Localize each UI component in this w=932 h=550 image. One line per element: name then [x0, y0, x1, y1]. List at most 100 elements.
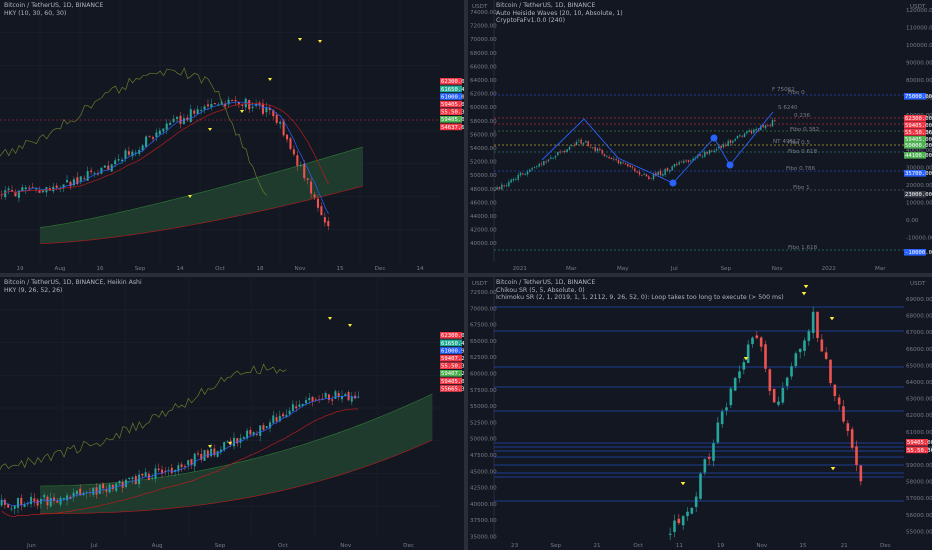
candle: [305, 400, 307, 404]
candle: [261, 103, 264, 114]
candle: [833, 384, 837, 396]
candle: [275, 417, 278, 422]
candle: [729, 388, 733, 406]
symbol-title[interactable]: Bitcoin / TetherUS, 1D, BINANCE, Heikin …: [4, 279, 142, 286]
candle: [855, 446, 858, 465]
candle: [718, 146, 720, 149]
candle: [790, 366, 793, 377]
left-axis-tick: 55000.00: [470, 404, 497, 410]
indicator-label[interactable]: Chikou SR (5, 5, Absolute, 0): [496, 286, 585, 294]
candle: [182, 118, 185, 124]
candle: [183, 466, 186, 467]
candle: [664, 168, 666, 175]
candle: [117, 159, 120, 161]
candle: [95, 487, 98, 495]
candle: [733, 377, 737, 391]
chart-canvas[interactable]: USDT74000.0072000.0070000.0068000.006600…: [468, 0, 932, 273]
symbol-title[interactable]: Bitcoin / TetherUS, 1D, BINANCE: [4, 2, 104, 9]
indicator-label[interactable]: CryptoFaFv1.0.0 (240): [496, 17, 566, 25]
candle: [157, 468, 160, 471]
candle: [655, 172, 657, 176]
candle: [298, 404, 301, 407]
candle: [301, 404, 304, 406]
cloud-span-a: [39, 393, 433, 487]
candle: [337, 393, 340, 398]
candle: [624, 163, 627, 165]
candle: [49, 497, 52, 507]
candle: [798, 348, 802, 353]
candle: [711, 150, 713, 152]
candle: [327, 221, 330, 227]
left-axis-tick: 37500.00: [470, 518, 497, 524]
candle: [314, 399, 317, 401]
chart-pane-bottom-right[interactable]: USDT 72500.00 70000.00 67500.00 65000.00 6250…: [468, 277, 932, 550]
candle: [707, 456, 711, 459]
indicator-label[interactable]: Auto Heiside Waves (20, 10, Absolute, 1): [496, 9, 623, 17]
candle: [308, 398, 311, 401]
symbol-title[interactable]: Bitcoin / TetherUS, 1D, BINANCE: [496, 279, 596, 286]
right-axis-tick: 57000.00: [906, 496, 932, 502]
price-tag: [904, 115, 926, 122]
time-axis-label: Dec: [403, 543, 414, 549]
signal-marker: [318, 40, 322, 43]
time-axis-label: Nov: [756, 543, 768, 549]
price-tag-label: 35700.00: [905, 171, 932, 177]
right-axis-tick: 20000.00: [906, 183, 932, 189]
candle: [255, 434, 258, 435]
candle: [148, 136, 151, 138]
candle: [296, 155, 299, 166]
left-axis-tick: 72500.00: [470, 290, 497, 296]
left-axis-tick: 40000.00: [470, 241, 497, 247]
candle: [90, 170, 93, 172]
candle: [677, 518, 681, 524]
candle: [131, 477, 134, 480]
candle: [699, 473, 702, 499]
candle: [529, 169, 531, 172]
chart-pane-top-right[interactable]: USDT 74000.00 72000.00 70000.00 68000.00 6600…: [468, 0, 932, 273]
price-tag: [440, 362, 462, 369]
candle: [781, 388, 785, 403]
candle: [741, 135, 743, 137]
indicator-label[interactable]: Ichimoku SR (2, 1, 2019, 1, 1, 2112, 9, …: [496, 294, 784, 302]
candle: [627, 163, 629, 167]
candle: [30, 496, 33, 505]
candle: [720, 145, 722, 148]
candle: [842, 406, 845, 422]
candle: [41, 190, 44, 193]
candle: [248, 100, 251, 110]
candle: [608, 156, 610, 159]
candle: [288, 410, 291, 415]
time-axis-label: Dec: [880, 543, 891, 549]
chart-canvas[interactable]: 62300.0061650.4661000.0059405.0055.50.36…: [0, 0, 464, 273]
candle: [291, 404, 294, 411]
chart-pane-top-left[interactable]: Bitcoin / TetherUS, 1D, BINANCE HKY (10,…: [0, 0, 464, 273]
candle: [774, 120, 776, 122]
signal-marker: [240, 110, 244, 113]
candle: [564, 150, 566, 153]
candle: [771, 120, 774, 127]
time-axis-label: 15: [799, 543, 807, 549]
symbol-title[interactable]: Bitcoin / TetherUS, 1D, BINANCE: [496, 2, 596, 9]
candle: [575, 141, 578, 146]
candle: [265, 426, 268, 428]
candle: [764, 344, 767, 369]
candle: [316, 198, 319, 208]
price-tag-label: 54637.61: [441, 125, 464, 131]
time-axis-label: Mar: [875, 266, 886, 272]
candle: [269, 422, 271, 429]
time-axis-label: Sep: [135, 266, 146, 272]
candle: [540, 163, 543, 165]
time-axis-label: Jul: [90, 543, 98, 549]
pane-divider-horizontal[interactable]: [0, 273, 932, 277]
candle: [764, 125, 767, 129]
time-axis-label: Dec: [375, 266, 386, 272]
candle: [206, 104, 209, 107]
candle: [820, 339, 824, 352]
chart-canvas[interactable]: USDT 72500.00 70000.00 67500.00 65000.00 6250…: [468, 277, 932, 550]
chart-canvas[interactable]: 62300.0061650.4661000.9159407.2355.50.36…: [0, 277, 464, 550]
price-tag: [904, 136, 926, 143]
right-axis-tick: 110000.00: [906, 26, 932, 32]
chart-pane-bottom-left[interactable]: Bitcoin / TetherUS, 1D, BINANCE, Heikin …: [0, 277, 464, 550]
indicator-label[interactable]: HKY (9, 26, 52, 26): [4, 286, 63, 294]
indicator-label[interactable]: HKY (10, 30, 60, 30): [4, 9, 67, 17]
